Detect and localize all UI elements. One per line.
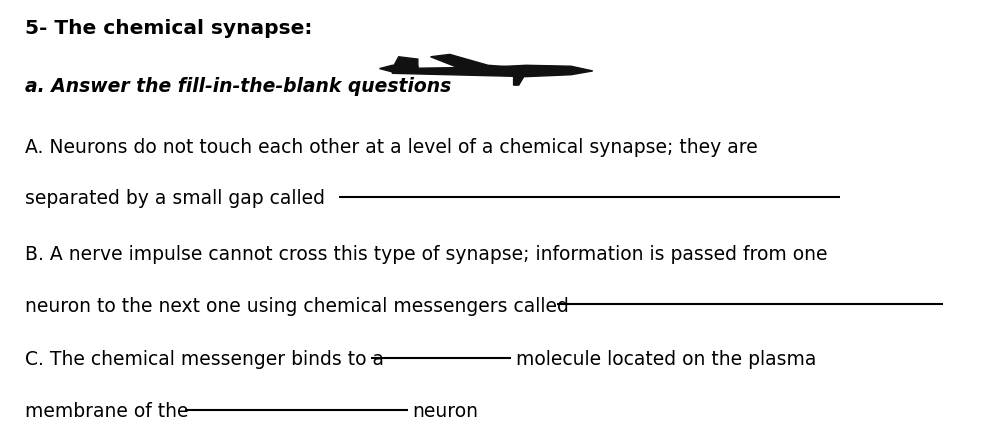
Text: a. Answer the fill-in-the-blank questions: a. Answer the fill-in-the-blank question… [25, 77, 451, 96]
Text: membrane of the: membrane of the [25, 402, 188, 421]
Polygon shape [430, 55, 514, 72]
Polygon shape [392, 65, 593, 77]
Text: C. The chemical messenger binds to a: C. The chemical messenger binds to a [25, 350, 384, 369]
Text: A. Neurons do not touch each other at a level of a chemical synapse; they are: A. Neurons do not touch each other at a … [25, 138, 757, 157]
Text: 5- The chemical synapse:: 5- The chemical synapse: [25, 19, 312, 38]
Text: neuron: neuron [412, 402, 478, 421]
Text: separated by a small gap called: separated by a small gap called [25, 189, 324, 208]
Polygon shape [392, 57, 418, 69]
Polygon shape [379, 65, 418, 72]
Polygon shape [514, 77, 523, 85]
Text: neuron to the next one using chemical messengers called: neuron to the next one using chemical me… [25, 297, 569, 316]
Text: B. A nerve impulse cannot cross this type of synapse; information is passed from: B. A nerve impulse cannot cross this typ… [25, 245, 827, 264]
Text: molecule located on the plasma: molecule located on the plasma [516, 350, 816, 369]
